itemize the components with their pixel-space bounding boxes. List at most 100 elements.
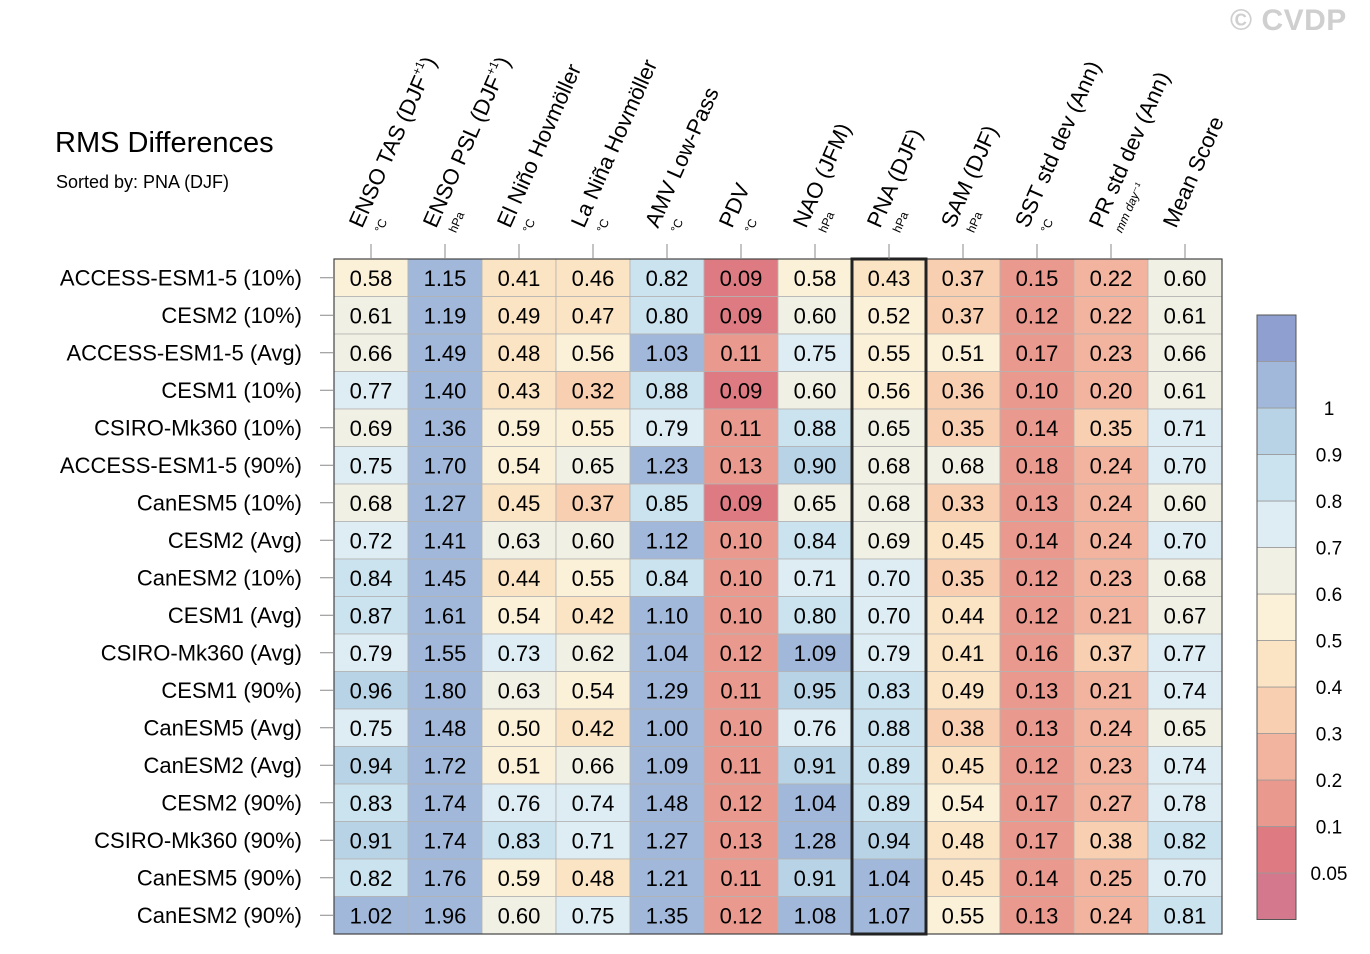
cell-value-label: 0.94 xyxy=(350,753,393,778)
cell-value-label: 0.83 xyxy=(350,791,393,816)
heatmap-cell xyxy=(851,821,927,860)
heatmap-cell xyxy=(1147,483,1223,522)
row-label: CSIRO-Mk360 (10%) xyxy=(94,415,302,440)
heatmap-cell xyxy=(703,896,779,935)
heatmap-cell xyxy=(481,708,557,747)
heatmap-cell xyxy=(703,446,779,485)
colorbar-box xyxy=(1256,733,1297,781)
cell-value-label: 0.71 xyxy=(1164,416,1207,441)
cell-value-label: 0.71 xyxy=(572,828,615,853)
heatmap-cell xyxy=(999,371,1075,410)
heatmap-cell xyxy=(629,708,705,747)
cell-value-label: 0.37 xyxy=(942,266,985,291)
colorbar-tick-label: 0.05 xyxy=(1311,864,1348,885)
heatmap-cell xyxy=(1147,258,1223,297)
heatmap-cell xyxy=(851,258,927,297)
cell-value-label: 0.41 xyxy=(498,266,541,291)
cell-value-label: 1.12 xyxy=(646,528,689,553)
cell-value-label: 0.21 xyxy=(1090,678,1133,703)
cell-value-label: 1.09 xyxy=(794,641,837,666)
cell-value-label: 0.12 xyxy=(720,791,763,816)
cell-value-label: 1.08 xyxy=(794,903,837,928)
cell-value-label: 0.55 xyxy=(868,341,911,366)
cell-value-label: 0.13 xyxy=(720,453,763,478)
row-label: CESM1 (90%) xyxy=(161,678,302,703)
cell-value-label: 0.16 xyxy=(1016,641,1059,666)
cell-value-label: 1.09 xyxy=(646,753,689,778)
row-label: ACCESS-ESM1-5 (Avg) xyxy=(66,340,302,365)
heatmap-cell xyxy=(1073,896,1149,935)
heatmap-cell xyxy=(1073,521,1149,560)
cell-value-label: 0.12 xyxy=(1016,566,1059,591)
heatmap-cell xyxy=(629,446,705,485)
cell-value-label: 0.71 xyxy=(794,566,837,591)
heatmap-cell xyxy=(333,858,409,897)
colorbar-box xyxy=(1256,454,1297,502)
heatmap-cell xyxy=(555,596,631,635)
heatmap-cell xyxy=(333,371,409,410)
cell-value-label: 0.82 xyxy=(350,866,393,891)
cell-value-label: 0.68 xyxy=(942,453,985,478)
heatmap-cell xyxy=(629,371,705,410)
heatmap-cell xyxy=(925,896,1001,935)
cell-value-label: 1.72 xyxy=(424,753,467,778)
heatmap-cell xyxy=(777,708,853,747)
heatmap-cell xyxy=(407,633,483,672)
heatmap-cell xyxy=(1073,258,1149,297)
column-label: Mean Score xyxy=(1158,112,1229,231)
column-unit: hPa xyxy=(446,209,468,234)
heatmap-cell xyxy=(481,671,557,710)
cell-value-label: 0.70 xyxy=(868,566,911,591)
cell-value-label: 0.14 xyxy=(1016,866,1059,891)
colorbar-box xyxy=(1256,407,1297,455)
cell-value-label: 0.12 xyxy=(1016,603,1059,628)
heatmap-cell xyxy=(777,596,853,635)
heatmap-cell xyxy=(999,408,1075,447)
cell-value-label: 0.75 xyxy=(794,341,837,366)
cell-value-label: 1.70 xyxy=(424,453,467,478)
cell-value-label: 1.36 xyxy=(424,416,467,441)
column-header-nao-jfm: NAO (JFM)hPa xyxy=(788,119,856,234)
cell-value-label: 0.24 xyxy=(1090,903,1133,928)
column-label: AMV Low-Pass xyxy=(640,83,724,231)
cell-value-label: 0.10 xyxy=(1016,378,1059,403)
cell-value-label: 0.78 xyxy=(1164,791,1207,816)
heatmap-cell xyxy=(777,446,853,485)
cell-value-label: 1.15 xyxy=(424,266,467,291)
column-unit: hPa xyxy=(890,209,912,234)
cell-value-label: 0.12 xyxy=(720,903,763,928)
heatmap-cell xyxy=(703,558,779,597)
cell-value-label: 0.11 xyxy=(720,866,761,891)
cell-value-label: 0.48 xyxy=(572,866,615,891)
cell-value-label: 0.27 xyxy=(1090,791,1133,816)
heatmap-cell xyxy=(407,671,483,710)
cell-value-label: 0.60 xyxy=(498,903,541,928)
cell-value-label: 1.10 xyxy=(646,603,689,628)
cell-value-label: 0.13 xyxy=(1016,903,1059,928)
cell-value-label: 0.18 xyxy=(1016,453,1059,478)
cell-value-label: 0.88 xyxy=(794,416,837,441)
cell-value-label: 0.95 xyxy=(794,678,837,703)
column-header-pdv: PDV°C xyxy=(714,179,761,234)
cell-value-label: 0.54 xyxy=(942,791,985,816)
heatmap-cell xyxy=(1147,746,1223,785)
heatmap-cell xyxy=(703,671,779,710)
heatmap-cell xyxy=(1073,558,1149,597)
cell-value-label: 0.24 xyxy=(1090,491,1133,516)
colorbar-tick-label: 0.5 xyxy=(1316,632,1342,653)
cvdp-watermark: © CVDP xyxy=(1230,4,1347,37)
heatmap-cell xyxy=(925,483,1001,522)
heatmap-cell xyxy=(333,896,409,935)
heatmap-cell xyxy=(703,408,779,447)
cell-value-label: 0.73 xyxy=(498,641,541,666)
heatmap-cell xyxy=(333,783,409,822)
cell-value-label: 0.89 xyxy=(868,753,911,778)
cell-value-label: 0.60 xyxy=(1164,266,1207,291)
cell-value-label: 0.70 xyxy=(1164,866,1207,891)
cell-value-label: 0.88 xyxy=(868,716,911,741)
heatmap-cell xyxy=(703,708,779,747)
cell-value-label: 0.60 xyxy=(572,528,615,553)
heatmap-cell xyxy=(1147,896,1223,935)
colorbar-tick-label: 0.3 xyxy=(1316,725,1342,746)
colorbar-tick-label: 0.6 xyxy=(1316,585,1342,606)
